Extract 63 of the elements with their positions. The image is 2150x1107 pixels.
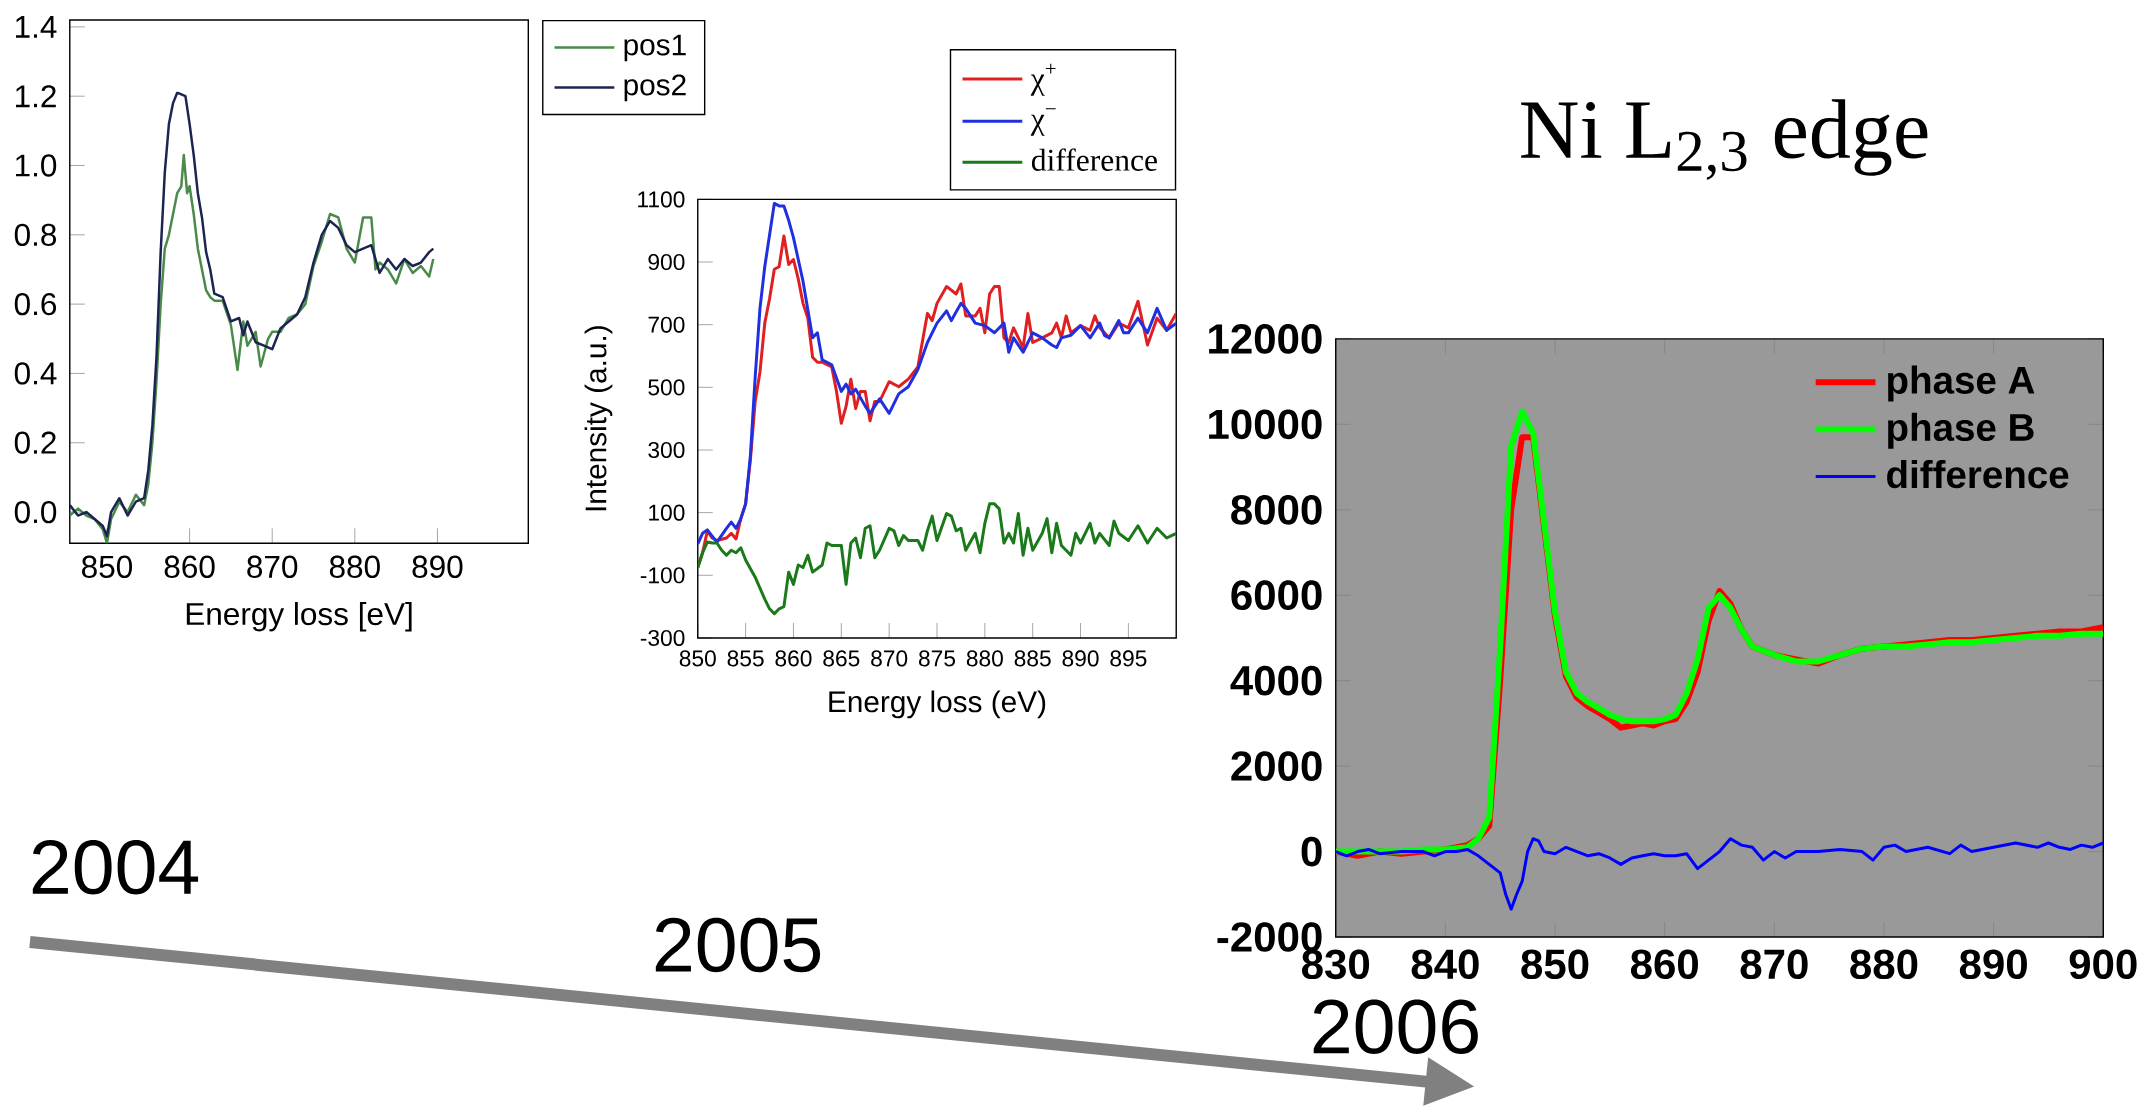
- y-tick-label: 1.4: [15, 15, 57, 38]
- y-tick-label: 4000: [1230, 665, 1322, 696]
- text: 2005: [655, 917, 821, 973]
- legend-label: χ$^{−}$: [1030, 108, 1056, 136]
- y-tick-label: 6000: [1231, 580, 1322, 610]
- y-tick-label: 8000: [1231, 494, 1322, 525]
- legend-label: pos1: [624, 34, 686, 62]
- y-tick-label: 1.2: [15, 84, 56, 107]
- x-axis-title: Energy loss [eV]: [186, 601, 412, 632]
- x-tick-label: 865: [823, 650, 860, 667]
- y-tick-label: 10000: [1209, 409, 1322, 439]
- y-tick-label: 2000: [1231, 751, 1322, 781]
- y-tick-label: 0.4: [14, 362, 57, 385]
- chart-title: Ni L$_{2,3}$ edge: [1521, 99, 1928, 180]
- legend-label: pos2: [624, 74, 686, 102]
- x-tick-label: 885: [1014, 650, 1051, 667]
- legend-label: difference: [1031, 148, 1157, 171]
- y-tick-label: 0: [1301, 836, 1322, 867]
- x-axis-title: Energy loss (eV): [829, 690, 1046, 719]
- line-series: [69, 91, 435, 538]
- x-tick-label: 880: [329, 555, 380, 578]
- text: 2004: [32, 839, 199, 895]
- line-series: [697, 201, 1177, 546]
- y-axis-title: Intensity (a.u.): [584, 325, 613, 511]
- x-tick-label: 850: [679, 650, 716, 667]
- x-tick-label: 840: [1411, 949, 1479, 979]
- y-tick-label: 700: [648, 316, 685, 333]
- x-tick-label: 870: [247, 555, 298, 578]
- y-tick-label: 1.0: [15, 154, 57, 177]
- y-tick-label: 0.8: [14, 223, 57, 246]
- y-tick-label: -100: [640, 567, 685, 584]
- x-tick-label: 870: [1740, 949, 1808, 979]
- text: 2006: [1313, 999, 1478, 1054]
- y-tick-label: 300: [648, 441, 685, 458]
- x-tick-label: 890: [1062, 650, 1099, 667]
- x-tick-label: 900: [2069, 949, 2137, 979]
- x-tick-label: 860: [1630, 949, 1699, 979]
- y-tick-label: 0.6: [14, 292, 57, 316]
- y-tick-label: 500: [648, 379, 685, 396]
- x-tick-label: 870: [871, 650, 908, 667]
- legend-label: phase A: [1888, 365, 2035, 402]
- y-tick-label: 1100: [638, 191, 685, 208]
- y-tick-label: 0.0: [14, 500, 57, 524]
- x-tick-label: 895: [1110, 650, 1147, 667]
- legend-label: χ$^{+}$: [1030, 63, 1056, 96]
- legend-label: phase B: [1888, 412, 2034, 449]
- x-tick-label: 890: [412, 555, 463, 578]
- x-tick-label: 850: [1521, 949, 1589, 979]
- x-tick-label: 880: [1850, 949, 1918, 979]
- y-tick-label: 100: [649, 504, 685, 521]
- x-tick-label: 880: [966, 650, 1003, 667]
- x-tick-label: 855: [727, 650, 764, 667]
- line-series: [697, 502, 1177, 616]
- x-tick-label: 875: [918, 650, 956, 667]
- y-tick-label: 12000: [1209, 323, 1322, 354]
- x-tick-label: 850: [82, 555, 133, 578]
- x-tick-label: 860: [164, 555, 215, 578]
- x-tick-label: 860: [775, 650, 812, 667]
- legend-label: difference: [1887, 459, 2069, 489]
- y-tick-label: 900: [648, 253, 685, 270]
- x-tick-label: 890: [1959, 949, 2027, 979]
- y-tick-label: 0.2: [14, 431, 56, 454]
- y-tick-label: -300: [640, 629, 685, 646]
